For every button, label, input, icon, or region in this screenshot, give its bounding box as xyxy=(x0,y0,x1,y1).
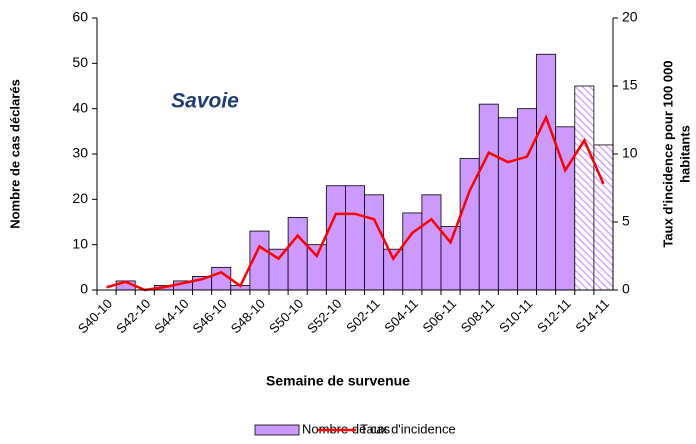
bar xyxy=(306,244,327,291)
bar xyxy=(536,53,557,291)
bar xyxy=(325,185,346,291)
bar xyxy=(497,117,518,291)
y-axis-label: Nombre de cas déclarés xyxy=(7,79,22,229)
x-tick-label: S46-10 xyxy=(190,296,230,336)
bar xyxy=(574,85,595,291)
y-tick-label: 40 xyxy=(72,99,88,115)
x-tick-label: S06-11 xyxy=(420,296,460,336)
x-tick-label: S42-10 xyxy=(113,296,153,336)
x-tick-label: S48-10 xyxy=(228,296,268,336)
y-tick-label: 20 xyxy=(72,190,88,206)
x-tick-label: S08-11 xyxy=(458,296,498,336)
bar xyxy=(364,194,385,291)
bar xyxy=(287,217,308,291)
x-tick-label: S12-11 xyxy=(534,296,574,336)
bar xyxy=(517,108,537,291)
chart-title: Savoie xyxy=(171,90,239,113)
y2-tick-label: 10 xyxy=(622,145,638,161)
y-tick-label: 30 xyxy=(72,145,88,161)
bar xyxy=(478,103,499,291)
x-axis-label: Semaine de survenue xyxy=(266,373,410,389)
legend-label: Taux d'incidence xyxy=(360,421,456,436)
bar xyxy=(345,185,365,291)
x-tick-label: S52-10 xyxy=(304,296,344,336)
x-tick-label: S14-11 xyxy=(572,296,612,336)
y-tick-label: 0 xyxy=(80,281,88,297)
bar xyxy=(402,212,423,291)
y2-tick-label: 15 xyxy=(622,77,638,93)
y2-tick-label: 20 xyxy=(622,9,638,25)
bar xyxy=(421,194,442,291)
legend-swatch xyxy=(254,424,300,436)
y2-axis-label: Taux d'incidence pour 100 000 xyxy=(660,60,675,247)
line xyxy=(106,114,605,292)
y2-axis-label: habitants xyxy=(677,125,692,183)
x-tick-label: S02-11 xyxy=(343,296,383,336)
bar xyxy=(383,248,404,291)
y-tick-label: 50 xyxy=(72,54,88,70)
y-tick-label: 10 xyxy=(72,235,88,251)
y-tick-label: 60 xyxy=(72,9,88,25)
x-tick-label: S40-10 xyxy=(75,296,115,336)
x-tick-label: S50-10 xyxy=(266,296,306,336)
x-tick-label: S10-11 xyxy=(496,296,536,336)
y2-tick-label: 5 xyxy=(622,213,630,229)
bar xyxy=(211,266,232,291)
x-tick-label: S04-11 xyxy=(381,296,421,336)
y2-tick-label: 0 xyxy=(622,281,630,297)
x-tick-label: S44-10 xyxy=(151,296,191,336)
